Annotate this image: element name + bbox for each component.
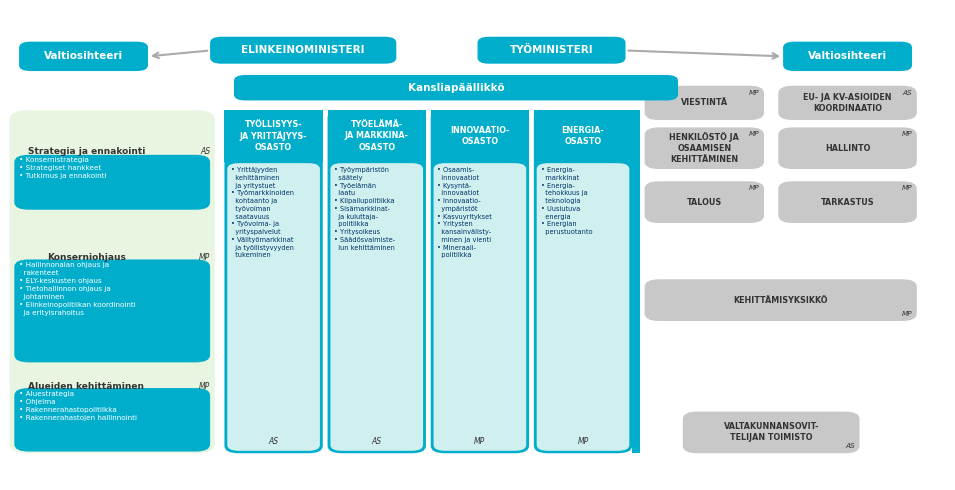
- Text: AS: AS: [902, 90, 912, 96]
- Text: ELINKEINOMINISTERI: ELINKEINOMINISTERI: [242, 45, 365, 55]
- FancyBboxPatch shape: [534, 110, 632, 453]
- Text: Konserniohjaus: Konserniohjaus: [47, 253, 126, 262]
- Text: HENKILÖSTÖ JA
OSAAMISEN
KEHITTÄMINEN: HENKILÖSTÖ JA OSAAMISEN KEHITTÄMINEN: [669, 132, 739, 164]
- FancyBboxPatch shape: [10, 110, 215, 453]
- Text: MP: MP: [199, 382, 210, 391]
- Text: • Osaamis-
  innovaatiot
• Kysyntä-
  innovaatiot
• Innovaatio-
  ympäristöt
• K: • Osaamis- innovaatiot • Kysyntä- innova…: [437, 167, 492, 258]
- FancyBboxPatch shape: [431, 110, 529, 453]
- Text: Alueiden kehittäminen: Alueiden kehittäminen: [29, 382, 144, 391]
- Text: • Aluestrategia
• Ohjelma
• Rakennerahastopolitiikka
• Rakennerahastojen hallinn: • Aluestrategia • Ohjelma • Rakennerahas…: [19, 391, 138, 420]
- FancyBboxPatch shape: [537, 163, 629, 451]
- Text: HALLINTO: HALLINTO: [825, 144, 870, 153]
- Text: Valtiosihteeri: Valtiosihteeri: [808, 51, 887, 61]
- FancyBboxPatch shape: [683, 412, 860, 453]
- FancyBboxPatch shape: [224, 110, 323, 162]
- Text: TYÖMINISTERI: TYÖMINISTERI: [510, 45, 593, 55]
- FancyBboxPatch shape: [778, 181, 917, 223]
- FancyBboxPatch shape: [778, 127, 917, 169]
- Text: VIESTINTÄ: VIESTINTÄ: [681, 98, 728, 107]
- FancyBboxPatch shape: [14, 260, 210, 363]
- Text: MP: MP: [749, 90, 759, 96]
- FancyBboxPatch shape: [330, 163, 423, 451]
- Text: ENERGIA-
OSASTO: ENERGIA- OSASTO: [562, 126, 605, 146]
- Text: Strategia ja ennakointi: Strategia ja ennakointi: [28, 147, 145, 156]
- FancyBboxPatch shape: [478, 37, 626, 64]
- Text: • Energia-
  markkinat
• Energia-
  tehokkuus ja
  teknologia
• Uusiutuva
  ener: • Energia- markkinat • Energia- tehokkuu…: [541, 167, 592, 235]
- Text: MP: MP: [578, 437, 588, 446]
- FancyBboxPatch shape: [19, 42, 148, 71]
- Text: MP: MP: [475, 437, 485, 446]
- FancyBboxPatch shape: [534, 110, 632, 162]
- Text: • Yrittäjyyden
  kehittäminen
  ja yritystuet
• Työmarkkinoiden
  kohtaanto ja
 : • Yrittäjyyden kehittäminen ja yritystue…: [231, 167, 294, 258]
- FancyBboxPatch shape: [645, 181, 764, 223]
- Text: • Hallinnonalan ohjaus ja
  rakenteet
• ELY-keskusten ohjaus
• Tietohallinnon oh: • Hallinnonalan ohjaus ja rakenteet • EL…: [19, 262, 136, 316]
- Text: TYÖELÄMÄ-
JA MARKKINA-
OSASTO: TYÖELÄMÄ- JA MARKKINA- OSASTO: [345, 121, 409, 151]
- FancyBboxPatch shape: [234, 75, 678, 100]
- Text: INNOVAATIO-
OSASTO: INNOVAATIO- OSASTO: [450, 126, 510, 146]
- Text: MP: MP: [902, 131, 912, 137]
- Text: MP: MP: [902, 185, 912, 191]
- Text: AS: AS: [371, 437, 382, 446]
- FancyBboxPatch shape: [431, 110, 529, 162]
- FancyBboxPatch shape: [434, 163, 526, 451]
- FancyBboxPatch shape: [227, 163, 320, 451]
- Text: TARKASTUS: TARKASTUS: [820, 197, 875, 207]
- Text: VALTAKUNNANSOVIT-
TELIJAN TOIMISTO: VALTAKUNNANSOVIT- TELIJAN TOIMISTO: [724, 422, 818, 442]
- Text: AS: AS: [200, 147, 210, 156]
- Text: MP: MP: [749, 131, 759, 137]
- Text: Kansliapäällikkö: Kansliapäällikkö: [408, 83, 504, 93]
- FancyBboxPatch shape: [210, 37, 396, 64]
- FancyBboxPatch shape: [224, 110, 323, 453]
- Text: KEHITTÄMISYKSIKKÖ: KEHITTÄMISYKSIKKÖ: [733, 295, 828, 305]
- FancyBboxPatch shape: [328, 110, 426, 453]
- FancyBboxPatch shape: [645, 279, 917, 321]
- Text: MP: MP: [199, 253, 210, 262]
- FancyBboxPatch shape: [14, 155, 210, 210]
- FancyBboxPatch shape: [328, 110, 426, 162]
- Text: • Työympäristön
  säätely
• Työelämän
  laatu
• Kilpailupolitiikka
• Sisämarkkin: • Työympäristön säätely • Työelämän laat…: [334, 167, 395, 250]
- FancyBboxPatch shape: [14, 388, 210, 452]
- Text: AS: AS: [268, 437, 279, 446]
- FancyBboxPatch shape: [783, 42, 912, 71]
- FancyBboxPatch shape: [632, 110, 640, 453]
- FancyBboxPatch shape: [778, 86, 917, 120]
- Text: • Konsernistrategia
• Strategiset hankkeet
• Tutkimus ja ennakointi: • Konsernistrategia • Strategiset hankke…: [19, 157, 107, 179]
- Text: TALOUS: TALOUS: [687, 197, 722, 207]
- Text: EU- JA KV-ASIOIDEN
KOORDINAATIO: EU- JA KV-ASIOIDEN KOORDINAATIO: [803, 93, 892, 113]
- Text: MP: MP: [902, 311, 912, 317]
- Text: MP: MP: [749, 185, 759, 191]
- Text: TYÖLLISYYS-
JA YRITTÄJYYS-
OSASTO: TYÖLLISYYS- JA YRITTÄJYYS- OSASTO: [240, 120, 308, 152]
- Text: AS: AS: [845, 443, 855, 449]
- Text: Valtiosihteeri: Valtiosihteeri: [44, 51, 123, 61]
- FancyBboxPatch shape: [645, 127, 764, 169]
- FancyBboxPatch shape: [645, 86, 764, 120]
